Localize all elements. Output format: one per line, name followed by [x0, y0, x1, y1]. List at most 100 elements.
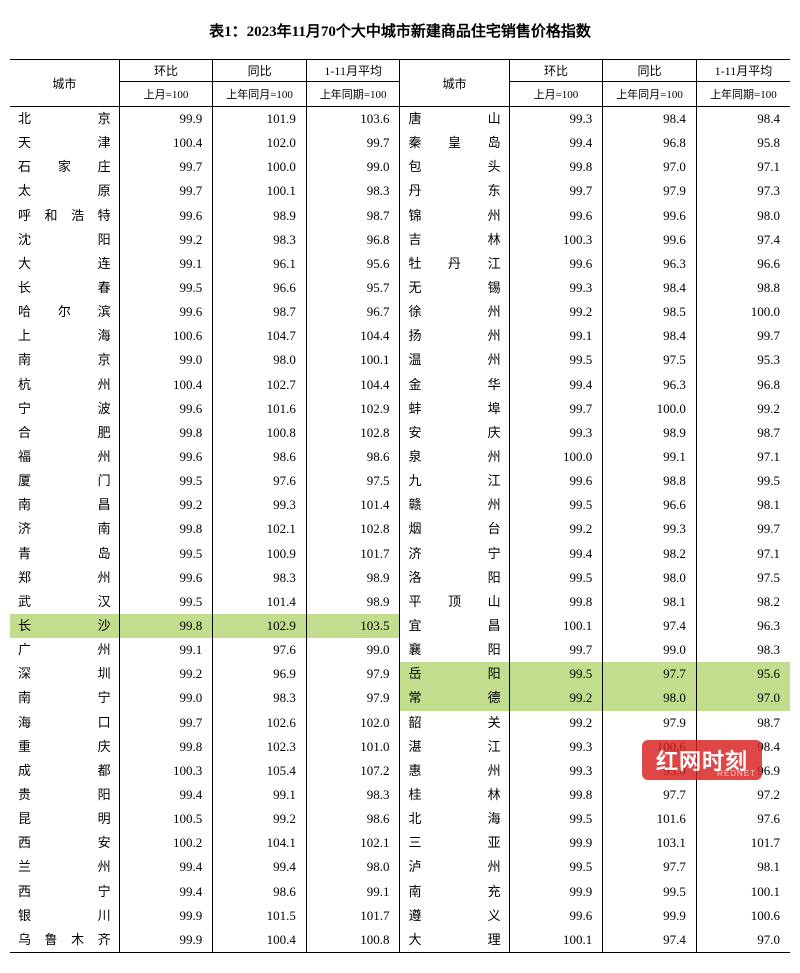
table-cell-val: 99.5 [119, 590, 213, 614]
table-cell-val: 95.3 [696, 348, 790, 372]
table-cell-city: 宁波 [10, 397, 119, 421]
hdr-city-left: 城市 [10, 60, 119, 107]
table-cell-city: 金华 [400, 373, 509, 397]
table-cell-city: 石家庄 [10, 155, 119, 179]
table-cell-city: 乌鲁木齐 [10, 928, 119, 953]
table-cell-val: 100.1 [213, 179, 307, 203]
table-cell-val: 97.1 [696, 155, 790, 179]
table-cell-city: 南宁 [10, 686, 119, 710]
table-cell-val: 99.5 [696, 469, 790, 493]
table-cell-val: 97.7 [603, 662, 697, 686]
table-cell-val: 99.8 [509, 155, 603, 179]
table-cell-val: 101.7 [306, 542, 400, 566]
table-cell-val: 96.3 [696, 614, 790, 638]
table-cell-val: 99.9 [119, 904, 213, 928]
table-cell-val: 98.1 [603, 590, 697, 614]
table-cell-val: 101.7 [696, 831, 790, 855]
table-cell-val: 98.4 [603, 107, 697, 132]
hdr-avg-sub-r: 上年同期=100 [696, 82, 790, 107]
table-cell-val: 99.3 [509, 735, 603, 759]
table-cell-val: 99.7 [696, 517, 790, 541]
table-cell-val: 97.4 [696, 228, 790, 252]
table-cell-val: 99.7 [119, 711, 213, 735]
table-cell-val: 97.5 [696, 566, 790, 590]
table-cell-val: 97.4 [603, 614, 697, 638]
table-cell-val: 100.1 [306, 348, 400, 372]
table-cell-val: 99.1 [306, 880, 400, 904]
table-cell-val: 97.7 [603, 855, 697, 879]
table-cell-val: 100.1 [509, 928, 603, 953]
table-cell-val: 98.6 [306, 445, 400, 469]
table-cell-val: 102.1 [213, 517, 307, 541]
table-cell-city: 杭州 [10, 373, 119, 397]
hdr-city-right: 城市 [400, 60, 509, 107]
table-cell-city: 湛江 [400, 735, 509, 759]
table-cell-city: 长春 [10, 276, 119, 300]
table-cell-city: 烟台 [400, 517, 509, 541]
table-cell-val: 99.7 [306, 131, 400, 155]
table-cell-val: 99.5 [603, 880, 697, 904]
table-cell-val: 97.0 [696, 928, 790, 953]
table-cell-city: 西宁 [10, 880, 119, 904]
table-cell-val: 100.4 [119, 131, 213, 155]
table-cell-city: 北海 [400, 807, 509, 831]
table-cell-val: 99.2 [119, 228, 213, 252]
table-cell-val: 98.2 [603, 542, 697, 566]
table-cell-val: 99.4 [509, 542, 603, 566]
table-cell-val: 99.7 [696, 324, 790, 348]
table-cell-val: 100.9 [213, 542, 307, 566]
table-cell-city: 海口 [10, 711, 119, 735]
table-cell-city: 郑州 [10, 566, 119, 590]
table-cell-val: 104.4 [306, 373, 400, 397]
table-cell-val: 102.1 [306, 831, 400, 855]
table-cell-val: 99.7 [119, 179, 213, 203]
table-cell-city: 大连 [10, 252, 119, 276]
table-cell-val: 99.0 [306, 155, 400, 179]
table-cell-val: 99.4 [119, 880, 213, 904]
table-cell-val: 99.2 [119, 662, 213, 686]
table-cell-val: 98.3 [213, 566, 307, 590]
table-cell-val: 99.9 [603, 904, 697, 928]
table-cell-city: 牡丹江 [400, 252, 509, 276]
table-cell-val: 99.2 [509, 711, 603, 735]
table-cell-val: 99.5 [509, 348, 603, 372]
table-cell-city: 赣州 [400, 493, 509, 517]
table-cell-val: 100.8 [306, 928, 400, 953]
table-cell-val: 100.0 [509, 445, 603, 469]
table-cell-val: 102.0 [213, 131, 307, 155]
table-cell-val: 96.6 [696, 252, 790, 276]
table-cell-city: 兰州 [10, 855, 119, 879]
table-cell-val: 98.3 [306, 783, 400, 807]
table-cell-val: 98.9 [306, 590, 400, 614]
table-cell-city: 青岛 [10, 542, 119, 566]
table-cell-val: 96.8 [696, 373, 790, 397]
table-cell-val: 99.3 [509, 107, 603, 132]
table-cell-val: 101.4 [306, 493, 400, 517]
hdr-mom-right: 环比 [509, 60, 603, 82]
table-cell-val: 99.5 [509, 493, 603, 517]
table-cell-val: 97.9 [306, 662, 400, 686]
table-cell-val: 102.8 [306, 517, 400, 541]
table-cell-val: 98.5 [603, 300, 697, 324]
table-cell-city: 平顶山 [400, 590, 509, 614]
table-cell-val: 99.6 [509, 904, 603, 928]
table-cell-val: 97.1 [696, 445, 790, 469]
table-cell-val: 97.0 [696, 686, 790, 710]
table-cell-city: 北京 [10, 107, 119, 132]
table-cell-city: 重庆 [10, 735, 119, 759]
table-cell-val: 98.3 [213, 686, 307, 710]
table-cell-val: 97.1 [696, 542, 790, 566]
table-cell-val: 97.2 [696, 783, 790, 807]
hdr-mom-sub-r: 上月=100 [509, 82, 603, 107]
table-cell-city: 成都 [10, 759, 119, 783]
table-cell-val: 98.3 [213, 228, 307, 252]
table-cell-val: 102.9 [213, 614, 307, 638]
table-cell-val: 95.6 [696, 662, 790, 686]
table-cell-val: 99.6 [603, 204, 697, 228]
table-cell-city: 南京 [10, 348, 119, 372]
table-cell-city: 徐州 [400, 300, 509, 324]
price-index-table: 城市 环比 同比 1-11月平均 城市 环比 同比 1-11月平均 上月=100… [10, 59, 790, 953]
table-cell-val: 101.6 [603, 807, 697, 831]
table-cell-city: 桂林 [400, 783, 509, 807]
table-cell-city: 济南 [10, 517, 119, 541]
